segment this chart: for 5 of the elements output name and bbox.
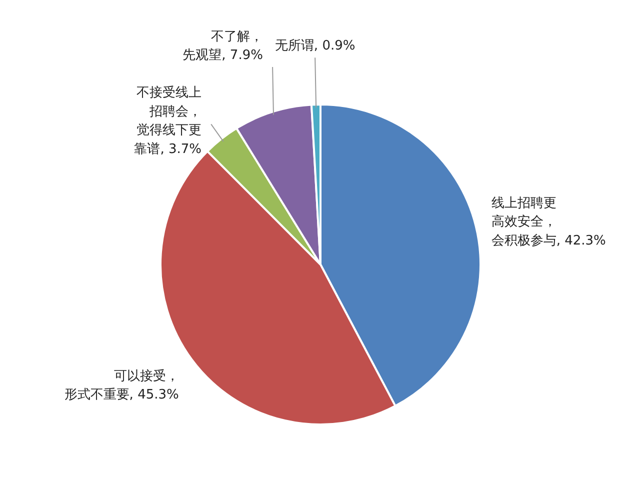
slice-label: 可以接受，形式不重要, 45.3% <box>64 368 179 403</box>
slice-label: 不了解，先观望, 7.9% <box>182 29 263 64</box>
slice-label: 无所谓, 0.9% <box>274 38 356 54</box>
slice-label: 线上招聘更高效安全，会积极参与, 42.3% <box>491 196 606 248</box>
slice-label: 不接受线上招聘会，觉得线下更靠谱, 3.7% <box>134 86 202 157</box>
